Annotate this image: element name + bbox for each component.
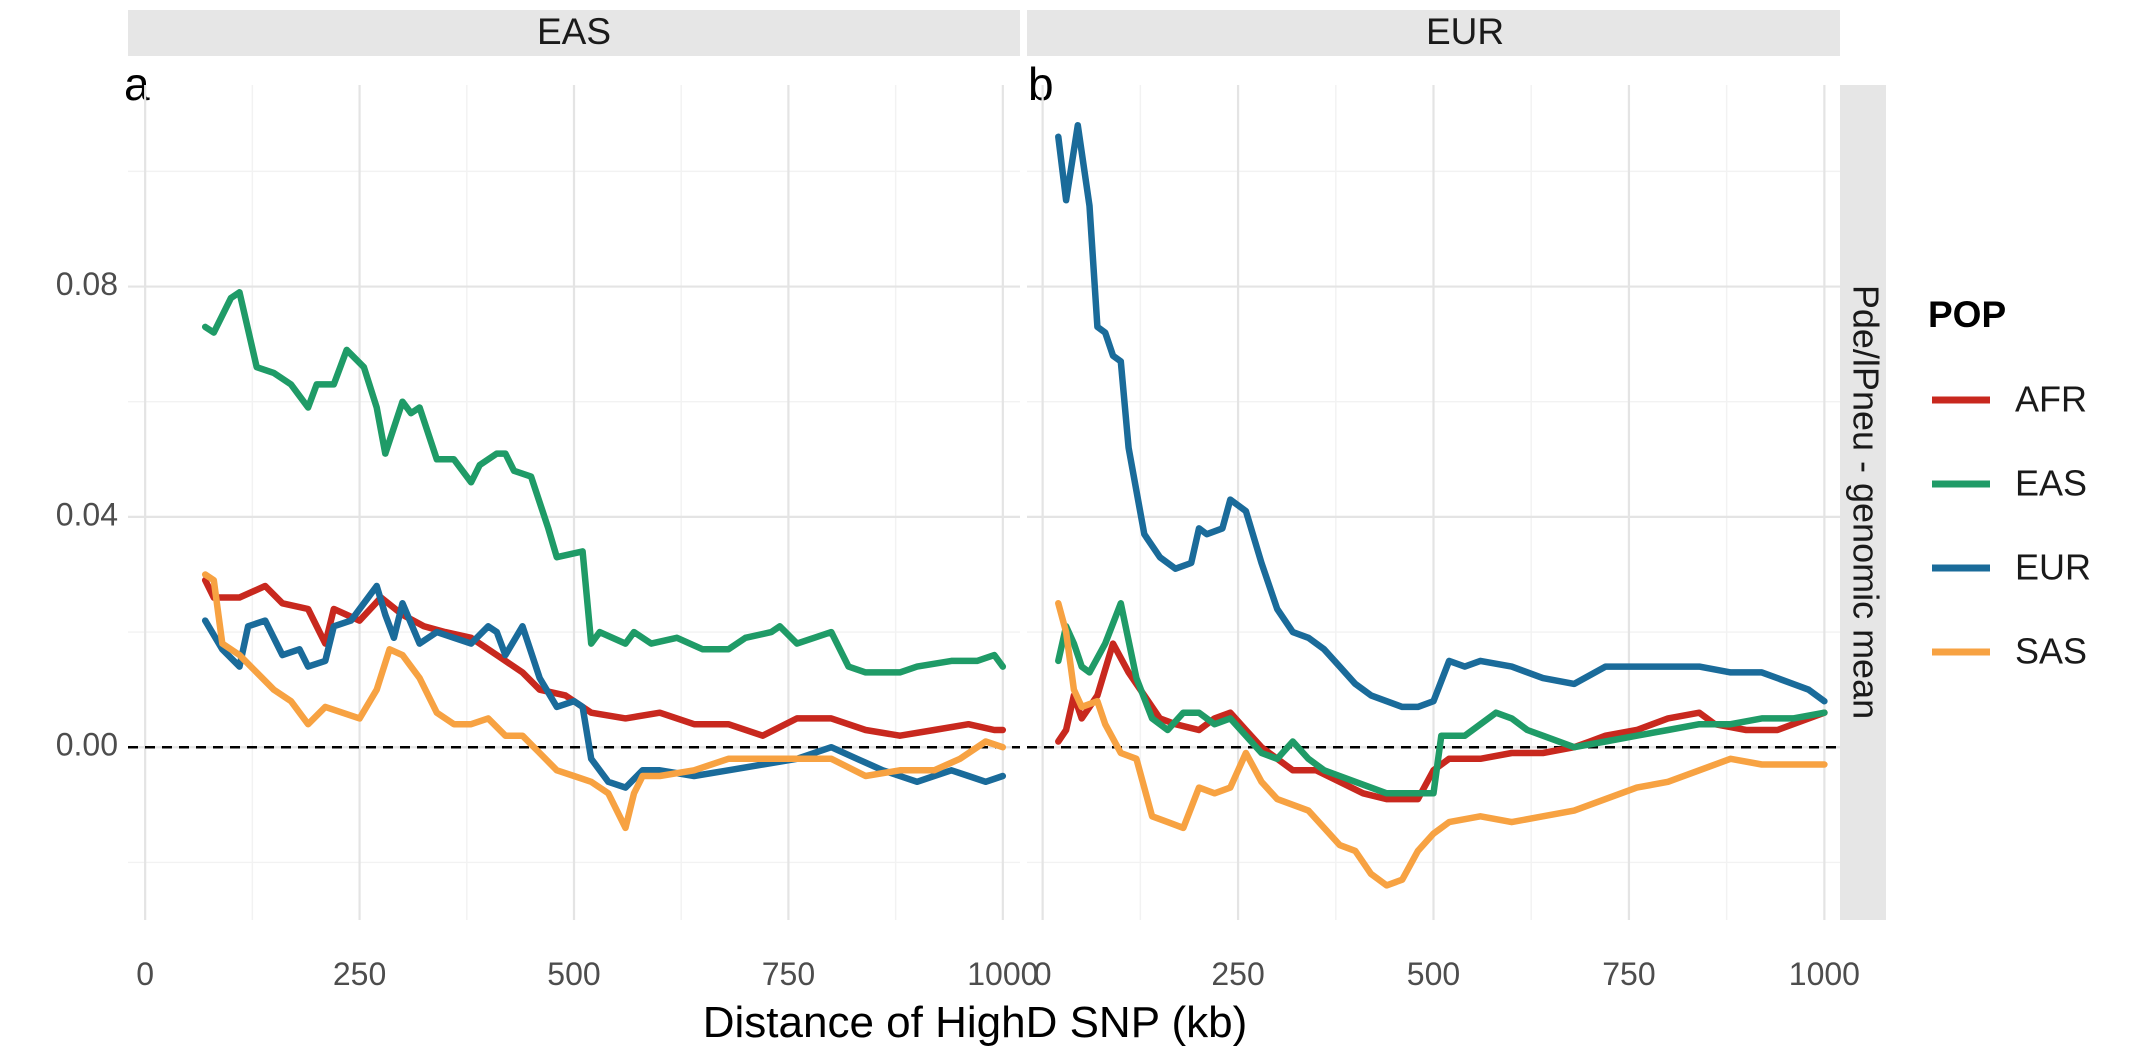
x-tick-label: 250 bbox=[1211, 956, 1264, 992]
y-axis-label: Pde/lPneu - genomic mean bbox=[1845, 285, 1886, 719]
y-axis-ticks: 0.00 0.04 0.08 bbox=[56, 266, 118, 763]
x-tick-label: 0 bbox=[136, 956, 154, 992]
legend-label-afr: AFR bbox=[2015, 379, 2087, 420]
series-line-eur-eur bbox=[1055, 122, 1828, 711]
y-tick-label: 0.00 bbox=[56, 727, 118, 763]
panel-tag-b: b bbox=[1028, 58, 1054, 110]
series-line-eur-eas bbox=[201, 582, 1007, 791]
legend-title: POP bbox=[1928, 294, 2006, 335]
legend-label-eur: EUR bbox=[2015, 547, 2091, 588]
x-tick-label: 500 bbox=[1407, 956, 1460, 992]
y-tick-label: 0.04 bbox=[56, 496, 118, 532]
facet-strip-eur-label: EUR bbox=[1426, 11, 1504, 52]
legend: POP AFR EAS EUR SAS bbox=[1928, 294, 2091, 672]
x-tick-label: 250 bbox=[333, 956, 386, 992]
x-tick-label: 1000 bbox=[967, 956, 1038, 992]
series-line-sas-eas bbox=[201, 571, 1007, 832]
facet-strip-eas bbox=[128, 10, 1020, 56]
y-tick-label: 0.08 bbox=[56, 266, 118, 302]
series-line-afr-eas bbox=[201, 576, 1007, 739]
facet-strip-eas-label: EAS bbox=[537, 11, 611, 52]
x-axis-label: Distance of HighD SNP (kb) bbox=[703, 998, 1248, 1047]
y-axis-strip bbox=[1840, 85, 1886, 920]
x-tick-label: 750 bbox=[1602, 956, 1655, 992]
panel-eas: 0 250 500 750 1000 bbox=[128, 85, 1038, 992]
x-tick-label: 1000 bbox=[1789, 956, 1860, 992]
series-line-eas-eas bbox=[201, 289, 1007, 676]
x-tick-label: 0 bbox=[1034, 956, 1052, 992]
facet-strip-eur bbox=[1027, 10, 1840, 56]
x-tick-label: 750 bbox=[762, 956, 815, 992]
legend-label-eas: EAS bbox=[2015, 463, 2087, 504]
series-line-eas-eur bbox=[1055, 600, 1828, 797]
series-line-sas-eur bbox=[1055, 600, 1828, 889]
x-tick-label: 500 bbox=[547, 956, 600, 992]
panel-eur: 0 250 500 750 1000 bbox=[1027, 85, 1860, 992]
legend-label-sas: SAS bbox=[2015, 631, 2087, 672]
series-line-afr-eur bbox=[1055, 640, 1828, 803]
